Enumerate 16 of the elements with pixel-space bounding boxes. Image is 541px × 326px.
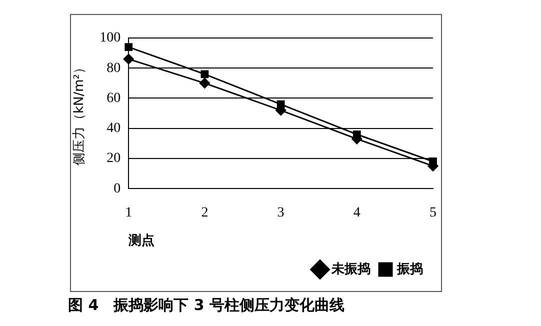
x-tick-label: 2: [201, 206, 208, 221]
legend-label: 振捣: [396, 260, 423, 277]
x-axis-title: 测点: [128, 232, 155, 249]
y-tick-label: 100: [100, 30, 121, 46]
y-tick-label: 0: [114, 181, 121, 196]
y-tick-label: 80: [106, 60, 121, 76]
y-tick-label: 40: [106, 121, 121, 136]
y-axis-title: 侧压力（kN/m²）: [72, 61, 88, 166]
x-tick-label: 3: [277, 206, 284, 221]
x-tick-label: 5: [430, 206, 436, 221]
x-tick-label: 4: [353, 206, 360, 221]
text: 图 4 振捣影响下 3 号柱侧压力变化曲线: [68, 296, 346, 315]
x-tick-label: 1: [125, 206, 132, 221]
y-tick-label: 20: [106, 151, 121, 166]
y-tick-label: 60: [106, 90, 121, 106]
legend-label: 未振捣: [330, 260, 370, 277]
